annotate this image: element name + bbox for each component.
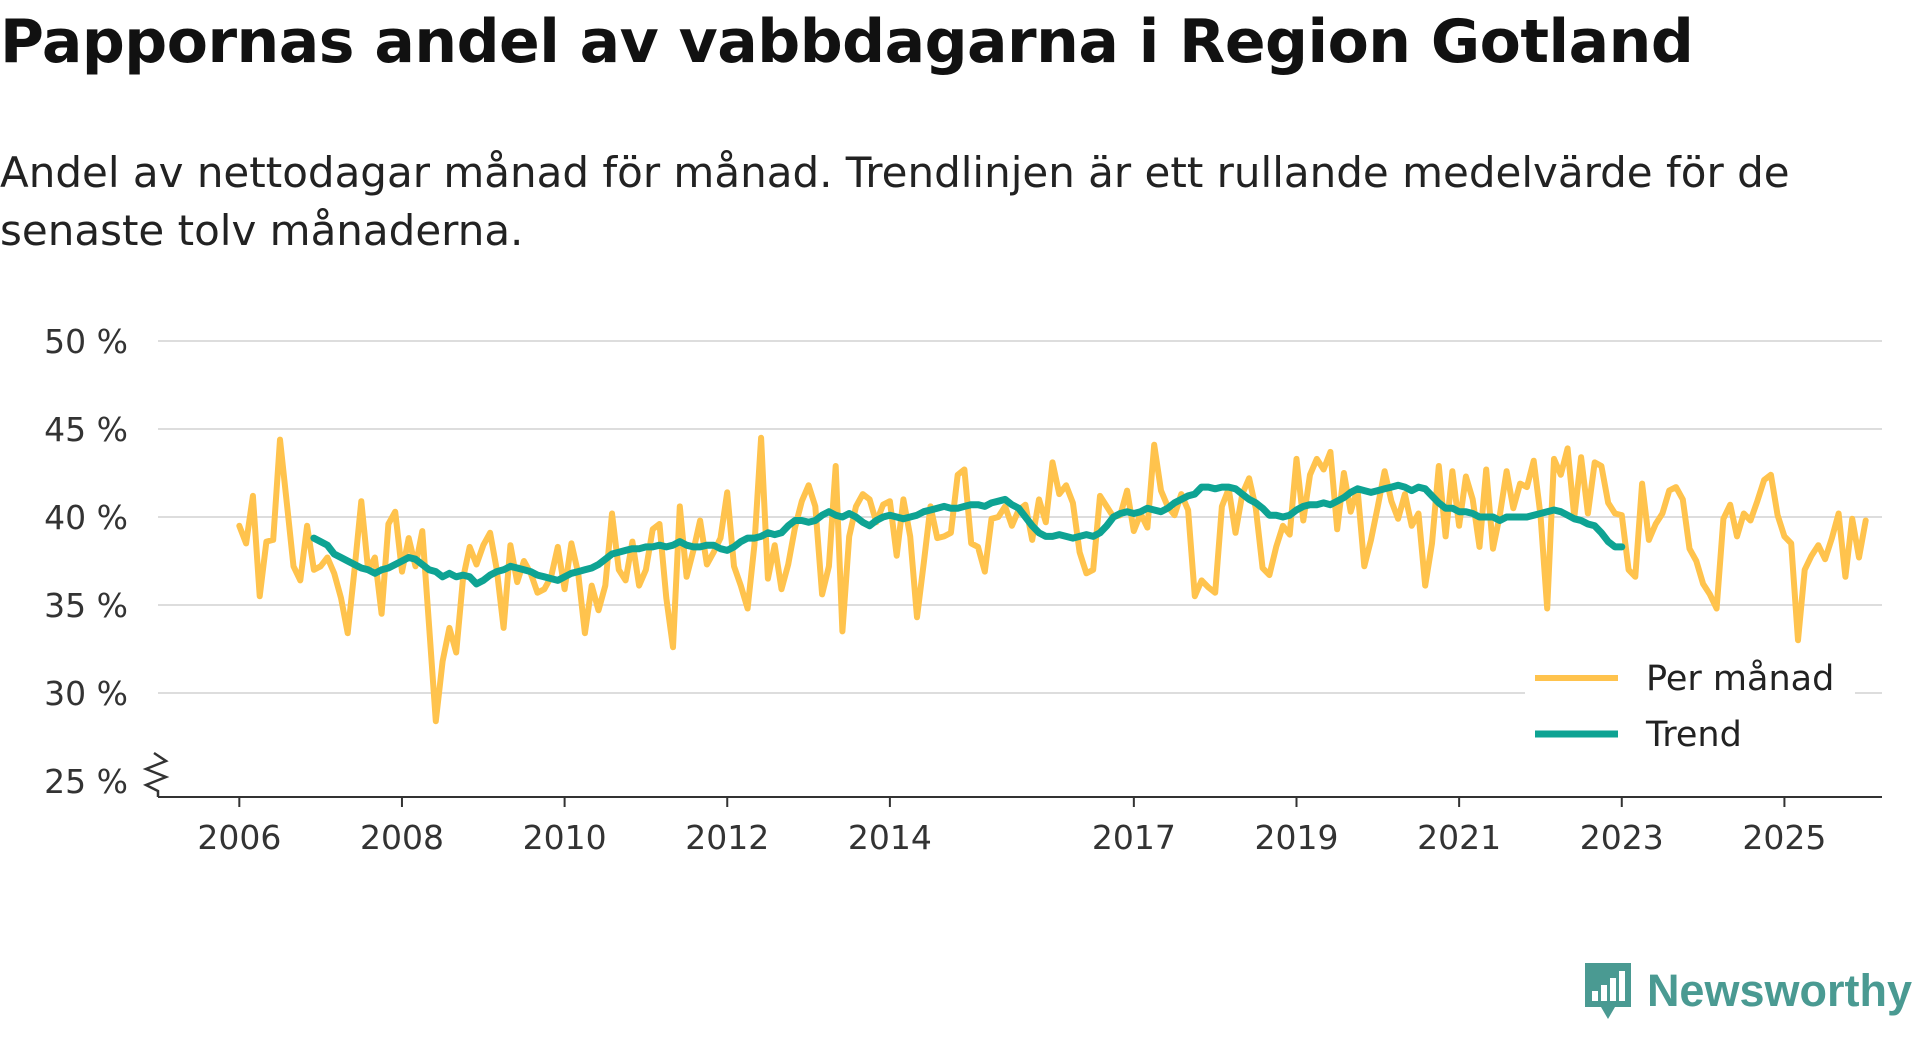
y-tick-label-45: 45 %	[44, 410, 128, 449]
legend-label-trend: Trend	[1645, 715, 1742, 755]
series	[236, 434, 1869, 725]
legend-label-per-manad: Per månad	[1646, 658, 1834, 699]
series-line-per-manad	[236, 434, 1869, 725]
legend-background	[1525, 645, 1855, 763]
y-tick-label-30: 30 %	[44, 674, 128, 713]
x-tick-label-2010: 2010	[523, 818, 607, 857]
x-tick-label-2019: 2019	[1254, 818, 1338, 857]
y-tick-label-50: 50 %	[44, 322, 128, 361]
y-axis-ticks: 25 % 30 % 35 % 40 % 45 % 50 %	[44, 322, 128, 801]
chart-title: Pappornas andel av vabbdagarna i Region …	[0, 7, 1694, 77]
x-tick-label-2017: 2017	[1092, 818, 1176, 857]
x-tick-label-2021: 2021	[1417, 818, 1501, 857]
brand-name: Newsworthy	[1646, 965, 1912, 1016]
y-tick-label-40: 40 %	[44, 498, 128, 537]
y-tick-label-25: 25 %	[44, 762, 128, 801]
axis-break-marker	[142, 751, 170, 797]
x-tick-label-2025: 2025	[1742, 818, 1826, 857]
legend: Per månad Trend	[1525, 645, 1855, 763]
x-tick-label-2006: 2006	[197, 818, 281, 857]
x-axis: 2006 2008 2010 2012 2014 2017 2019 2021 2023 2025	[142, 751, 1882, 857]
x-tick-label-2012: 2012	[685, 818, 769, 857]
y-tick-label-35: 35 %	[44, 586, 128, 625]
x-tick-label-2023: 2023	[1580, 818, 1664, 857]
chart-subtitle: Andel av nettodagar månad för månad. Tre…	[0, 148, 1790, 255]
x-tick-label-2014: 2014	[848, 818, 932, 857]
bar-chart-badge-icon	[1584, 963, 1631, 1019]
brand-logo: Newsworthy	[1583, 956, 1912, 1026]
x-tick-label-2008: 2008	[360, 818, 444, 857]
line-chart: 25 % 30 % 35 % 40 % 45 % 50 % 2006 2008 2010 201…	[44, 322, 1882, 857]
series-line-trend	[310, 481, 1626, 588]
